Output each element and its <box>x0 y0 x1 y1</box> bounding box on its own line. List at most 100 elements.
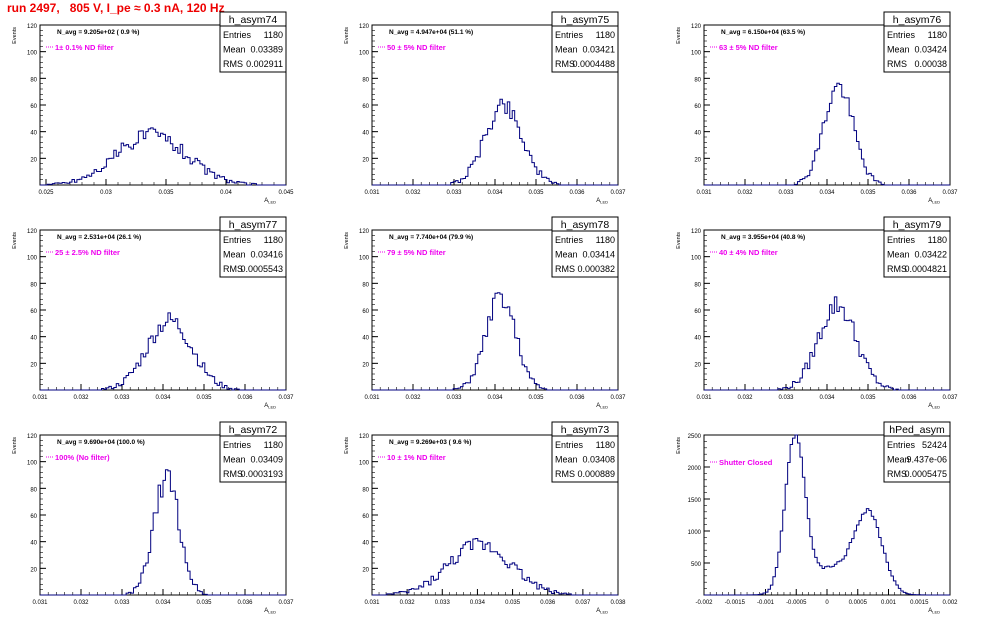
y-tick-label: 20 <box>362 157 369 163</box>
x-tick-label: 0.035 <box>505 600 521 606</box>
x-tick-label: 0.032 <box>405 395 421 401</box>
y-tick-label: 120 <box>359 24 370 30</box>
x-tick-label: 0.037 <box>575 600 591 606</box>
x-axis-title: ALED <box>264 198 276 205</box>
y-axis-title: Events <box>12 27 18 44</box>
y-tick-label: 20 <box>694 362 701 368</box>
x-axis-title: ALED <box>928 403 940 410</box>
y-tick-label: 100 <box>27 51 38 57</box>
x-tick-label: 0.032 <box>73 395 89 401</box>
histogram-line <box>40 469 286 596</box>
histogram-panel-hPed_asym: 500 1000 1500 2000 2500 -0.002 -0.0015 -0.001 -0… <box>676 421 958 615</box>
y-tick-label: 100 <box>27 256 38 262</box>
stats-key: Mean <box>223 250 246 260</box>
stats-key: Mean <box>887 250 910 260</box>
stats-key: Mean <box>555 45 578 55</box>
histogram-line <box>40 127 286 186</box>
histogram-panel-h_asym74: 20 40 60 80 100 120 0.025 0.03 0.035 0.04 0.045 Eve… <box>12 11 294 205</box>
x-tick-label: 0.033 <box>114 395 130 401</box>
y-tick-label: 80 <box>30 77 37 83</box>
navg-label: N_avg = 3.955e+04 (40.8 %) <box>721 234 805 241</box>
stats-key: RMS <box>223 264 243 274</box>
stats-key: RMS <box>555 469 575 479</box>
stats-key: RMS <box>223 469 243 479</box>
y-tick-label: 100 <box>27 461 38 467</box>
stats-box <box>883 216 951 278</box>
y-axis-title: Events <box>676 232 682 249</box>
stats-key: Mean <box>887 455 910 465</box>
x-tick-label: 0.031 <box>364 395 380 401</box>
y-tick-label: 20 <box>362 567 369 573</box>
y-tick-label: 40 <box>694 131 701 137</box>
filter-note: 63 ± 5% ND filter <box>719 43 778 52</box>
x-axis-title: ALED <box>264 608 276 615</box>
y-tick-label: 80 <box>362 487 369 493</box>
x-axis-subscript: LED <box>932 610 940 615</box>
y-axis-title: Events <box>344 232 350 249</box>
x-tick-label: 0.031 <box>364 600 380 606</box>
y-tick-label: 80 <box>30 487 37 493</box>
x-tick-label: 0.037 <box>942 395 958 401</box>
x-tick-label: 0.034 <box>819 190 835 196</box>
stats-value: 0.03409 <box>250 455 283 465</box>
x-tick-label: 0.034 <box>487 190 503 196</box>
x-tick-label: 0.031 <box>364 190 380 196</box>
x-tick-label: 0.033 <box>778 395 794 401</box>
x-tick-label: 0.001 <box>881 600 897 606</box>
x-tick-label: -0.0015 <box>725 600 746 606</box>
histogram-line <box>372 98 618 186</box>
x-tick-label: 0.036 <box>901 190 917 196</box>
y-tick-label: 120 <box>27 434 38 440</box>
x-tick-label: 0.03 <box>100 190 112 196</box>
stats-key: RMS <box>555 264 575 274</box>
histogram-line <box>40 312 286 391</box>
filter-note: 10 ± 1% ND filter <box>387 453 446 462</box>
x-tick-label: 0.033 <box>114 600 130 606</box>
y-tick-label: 40 <box>694 336 701 342</box>
x-tick-label: 0.036 <box>237 600 253 606</box>
histogram-name: hPed_asym <box>889 424 945 436</box>
x-axis-subscript: LED <box>268 610 276 615</box>
histogram-line <box>372 292 618 391</box>
stats-key: Entries <box>887 30 916 40</box>
y-axis-title: Events <box>12 232 18 249</box>
stats-box <box>219 216 287 278</box>
x-tick-label: 0.032 <box>737 190 753 196</box>
y-tick-label: 20 <box>362 362 369 368</box>
x-tick-label: 0.034 <box>470 600 486 606</box>
x-tick-label: 0.033 <box>446 190 462 196</box>
y-tick-label: 1000 <box>688 530 702 536</box>
stats-key: Entries <box>223 30 252 40</box>
histogram-line <box>704 434 950 596</box>
y-tick-label: 80 <box>694 77 701 83</box>
x-axis-title: ALED <box>928 198 940 205</box>
x-tick-label: 0.037 <box>610 190 626 196</box>
navg-label: N_avg = 7.740e+04 (79.9 %) <box>389 234 473 241</box>
y-axis-title: Events <box>676 437 682 454</box>
y-tick-label: 80 <box>362 282 369 288</box>
x-tick-label: 0.036 <box>569 395 585 401</box>
stats-box <box>551 216 619 278</box>
filter-note: 79 ± 5% ND filter <box>387 248 446 257</box>
x-tick-label: 0.034 <box>487 395 503 401</box>
stats-value: 0.03416 <box>250 250 283 260</box>
histogram-name: h_asym79 <box>893 219 942 231</box>
stats-value: 0.03389 <box>250 45 283 55</box>
y-tick-label: 60 <box>362 514 369 520</box>
y-tick-label: 60 <box>30 104 37 110</box>
stats-value: 0.03408 <box>582 455 615 465</box>
x-tick-label: 0.0015 <box>910 600 929 606</box>
x-axis-subscript: LED <box>268 405 276 410</box>
stats-box <box>551 11 619 73</box>
filter-note: Shutter Closed <box>719 458 773 467</box>
stats-value: 9.437e-06 <box>906 455 947 465</box>
stats-key: Entries <box>555 30 584 40</box>
stats-key: Entries <box>223 440 252 450</box>
stats-value: 0.03422 <box>914 250 947 260</box>
stats-box <box>219 421 287 483</box>
x-tick-label: 0.036 <box>237 395 253 401</box>
stats-value: 0.0004821 <box>904 264 947 274</box>
y-tick-label: 60 <box>362 309 369 315</box>
navg-label: N_avg = 2.531e+04 (26.1 %) <box>57 234 141 241</box>
